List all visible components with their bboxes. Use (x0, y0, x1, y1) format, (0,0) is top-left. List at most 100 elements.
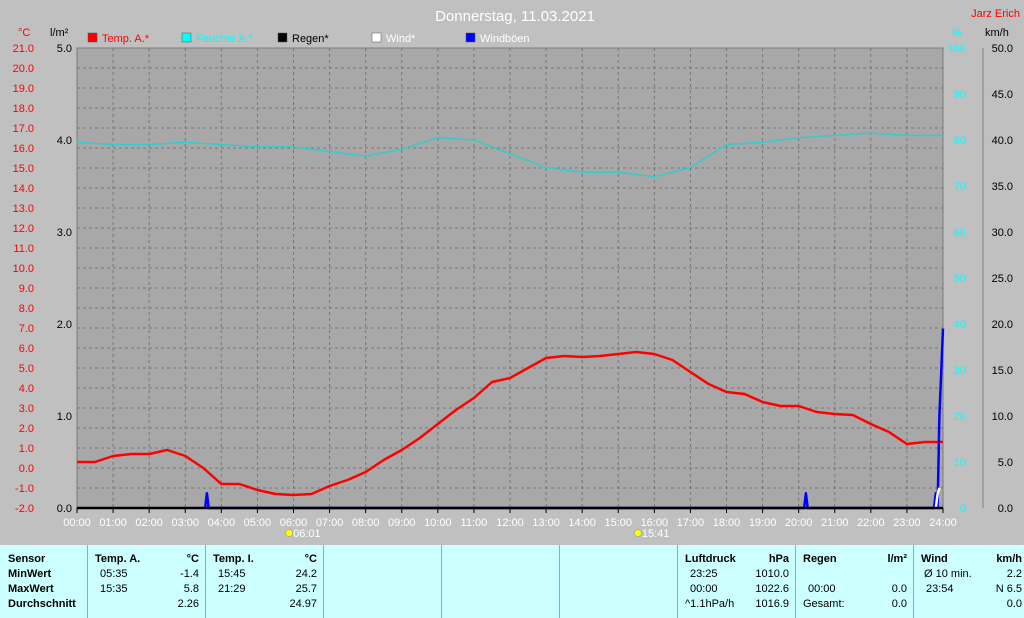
temp-i-max-time: 21:29 (218, 583, 246, 595)
legend-swatch (277, 32, 288, 43)
empty-column-3 (560, 545, 678, 618)
rain-tick-label: 0.0 (57, 503, 72, 515)
luftdruck-max-value: 1022.6 (755, 583, 789, 595)
temp-i-unit: °C (304, 553, 317, 565)
rain-tick-label: 2.0 (57, 319, 72, 331)
temp-a-column: Temp. A. °C 05:35 -1.4 15:35 5.8 2.26 (88, 545, 206, 618)
luftdruck-min-time: 23:25 (690, 568, 718, 580)
time-tick-label: 23:00 (893, 517, 921, 529)
wind-tick-label: 30.0 (992, 227, 1013, 239)
wind-tick-label: 35.0 (992, 181, 1013, 193)
humidity-tick-label: 90 (954, 89, 966, 101)
regen-column: Regen l/m² 00:00 0.0 Gesamt: 0.0 (796, 545, 914, 618)
time-tick-label: 15:00 (604, 517, 632, 529)
series-lines (76, 132, 945, 510)
chart-title: Donnerstag, 11.03.2021 (435, 8, 595, 25)
luftdruck-avg-value: 1016.9 (755, 598, 789, 610)
humidity-tick-label: 60 (954, 227, 966, 239)
humidity-tick-label: 80 (954, 135, 966, 147)
wind-header: Wind (921, 553, 948, 565)
legend-swatch (87, 32, 98, 43)
time-tick-label: 01:00 (99, 517, 127, 529)
temp-tick-label: 18.0 (13, 103, 34, 115)
time-tick-label: 17:00 (677, 517, 705, 529)
wind-avg-label: Ø 10 min. (924, 568, 972, 580)
legend-swatch (371, 32, 382, 43)
wind-day-avg-value: 0.0 (1006, 598, 1022, 610)
time-tick-label: 10:00 (424, 517, 452, 529)
summary-table: Sensor MinWert MaxWert Durchschnitt Temp… (0, 545, 1024, 618)
wind-tick-label: 10.0 (992, 411, 1013, 423)
temp-tick-label: 5.0 (19, 363, 34, 375)
temp-tick-label: 1.0 (19, 443, 34, 455)
wind-unit: km/h (996, 553, 1022, 565)
temp-a-max-time: 15:35 (100, 583, 128, 595)
wind-unit: km/h (985, 27, 1009, 39)
sensor-row-avg: Durchschnitt (8, 598, 76, 610)
sensor-row-max: MaxWert (8, 583, 54, 595)
sensor-row-min: MinWert (8, 568, 52, 580)
temp-unit: °C (18, 27, 30, 39)
wind-tick-label: 0.0 (998, 503, 1013, 515)
legend: Temp. A.* Feuchte A.* Regen* Wind* Windböen (87, 32, 530, 45)
time-tick-label: 20:00 (785, 517, 813, 529)
temp-tick-label: 12.0 (13, 223, 34, 235)
temp-tick-label: 15.0 (13, 163, 34, 175)
temp-tick-label: 20.0 (13, 63, 34, 75)
luftdruck-trend: ^1.1hPa/h (685, 598, 735, 610)
time-tick-label: 22:00 (857, 517, 885, 529)
time-tick-label: 00:00 (63, 517, 91, 529)
sensor-column: Sensor MinWert MaxWert Durchschnitt (0, 545, 88, 618)
rain-unit: l/m² (50, 27, 69, 39)
wind-tick-label: 5.0 (998, 457, 1013, 469)
time-tick-label: 03:00 (171, 517, 199, 529)
wind-tick-label: 15.0 (992, 365, 1013, 377)
humidity-tick-label: 70 (954, 181, 966, 193)
sun-markers: 06:01 15:41 (285, 528, 669, 540)
temp-tick-label: 8.0 (19, 303, 34, 315)
time-tick-label: 08:00 (352, 517, 380, 529)
temp-tick-label: 2.0 (19, 423, 34, 435)
luftdruck-min-value: 1010.0 (755, 568, 789, 580)
time-tick-label: 18:00 (713, 517, 741, 529)
luftdruck-max-time: 00:00 (690, 583, 718, 595)
time-tick-label: 13:00 (532, 517, 560, 529)
temp-tick-label: -2.0 (15, 503, 34, 515)
temp-a-header: Temp. A. (95, 553, 141, 565)
legend-label: Regen* (292, 33, 329, 45)
luftdruck-header: Luftdruck (685, 553, 736, 565)
rain-tick-label: 3.0 (57, 227, 72, 239)
time-tick-label: 24:00 (929, 517, 957, 529)
sunrise-icon (285, 529, 293, 537)
temp-i-avg-value: 24.97 (289, 598, 317, 610)
regen-max-time: 00:00 (808, 583, 836, 595)
humidity-tick-label: 0 (960, 503, 966, 515)
time-tick-label: 16:00 (641, 517, 669, 529)
temp-tick-label: 7.0 (19, 323, 34, 335)
temp-tick-label: 11.0 (13, 243, 34, 255)
temp-a-max-value: 5.8 (183, 583, 199, 595)
temp-i-min-time: 15:45 (218, 568, 246, 580)
legend-label: Windböen (480, 33, 530, 45)
sunrise-time: 06:01 (293, 528, 321, 540)
series-line-feuchte-a (76, 132, 943, 178)
regen-total-label: Gesamt: (803, 598, 845, 610)
time-tick-label: 02:00 (135, 517, 163, 529)
regen-total-value: 0.0 (891, 598, 907, 610)
wind-max-time: 23:54 (926, 583, 954, 595)
sunset-icon (634, 529, 642, 537)
temp-tick-label: 16.0 (13, 143, 34, 155)
humidity-unit: % (952, 27, 962, 39)
temp-i-column: Temp. I. °C 15:45 24.2 21:29 25.7 24.97 (206, 545, 324, 618)
series-line-temp-a (77, 350, 943, 497)
temp-a-unit: °C (186, 553, 199, 565)
temp-tick-label: 10.0 (13, 263, 34, 275)
wind-axis: 50.0 45.0 40.0 35.0 30.0 25.0 20.0 15.0 10.0 5.0 0… (982, 43, 1013, 515)
wind-tick-label: 20.0 (992, 319, 1013, 331)
luftdruck-unit: hPa (768, 553, 789, 565)
temp-a-min-time: 05:35 (100, 568, 128, 580)
temp-a-avg-value: 2.26 (177, 598, 199, 610)
time-tick-label: 06:00 (280, 517, 308, 529)
temp-tick-label: 13.0 (13, 203, 34, 215)
